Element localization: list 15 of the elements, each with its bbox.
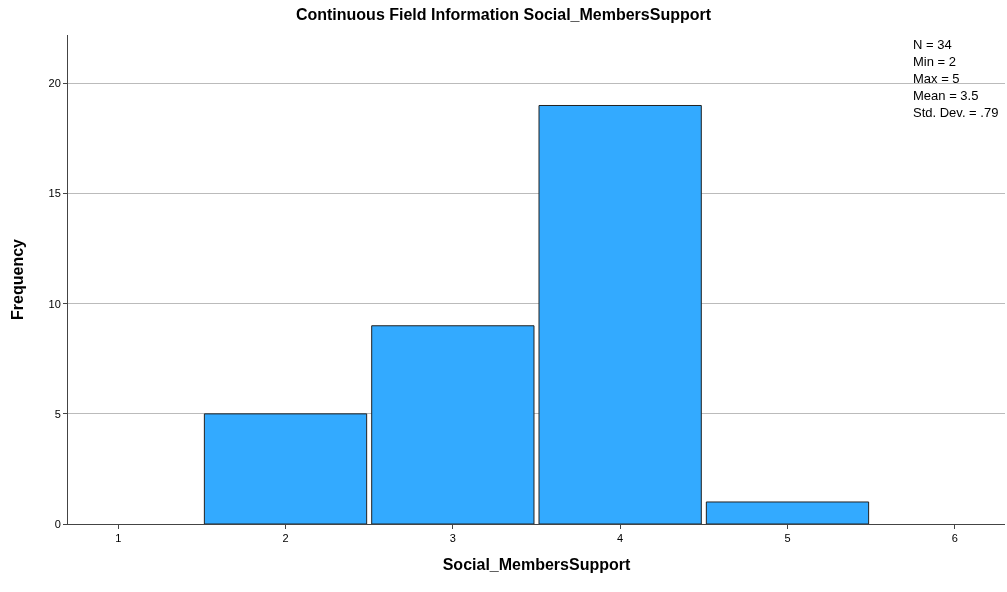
- y-tick-label: 15: [48, 187, 61, 200]
- y-tick-label: 20: [48, 77, 61, 90]
- x-axis-title: Social_MembersSupport: [442, 555, 631, 573]
- annotation: N = 34 Min = 2 Max = 5 Mean = 3.5 Std. Dev. = .79: [913, 37, 999, 120]
- x-tick-label: 1: [115, 532, 122, 545]
- y-tick-label: 0: [54, 517, 61, 530]
- x-tick-label: 2: [282, 532, 289, 545]
- x-tick-label: 6: [951, 532, 958, 545]
- x-tick-label: 3: [449, 532, 456, 545]
- chart-title: Continuous Field Information Social_MembersSupport: [295, 6, 712, 24]
- y-tick-label: 5: [54, 407, 61, 420]
- y-tick-label: 10: [48, 297, 61, 310]
- y-axis-title: Frequency: [9, 238, 27, 320]
- x-tick-label: 4: [617, 532, 624, 545]
- x-tick-label: 5: [784, 532, 791, 545]
